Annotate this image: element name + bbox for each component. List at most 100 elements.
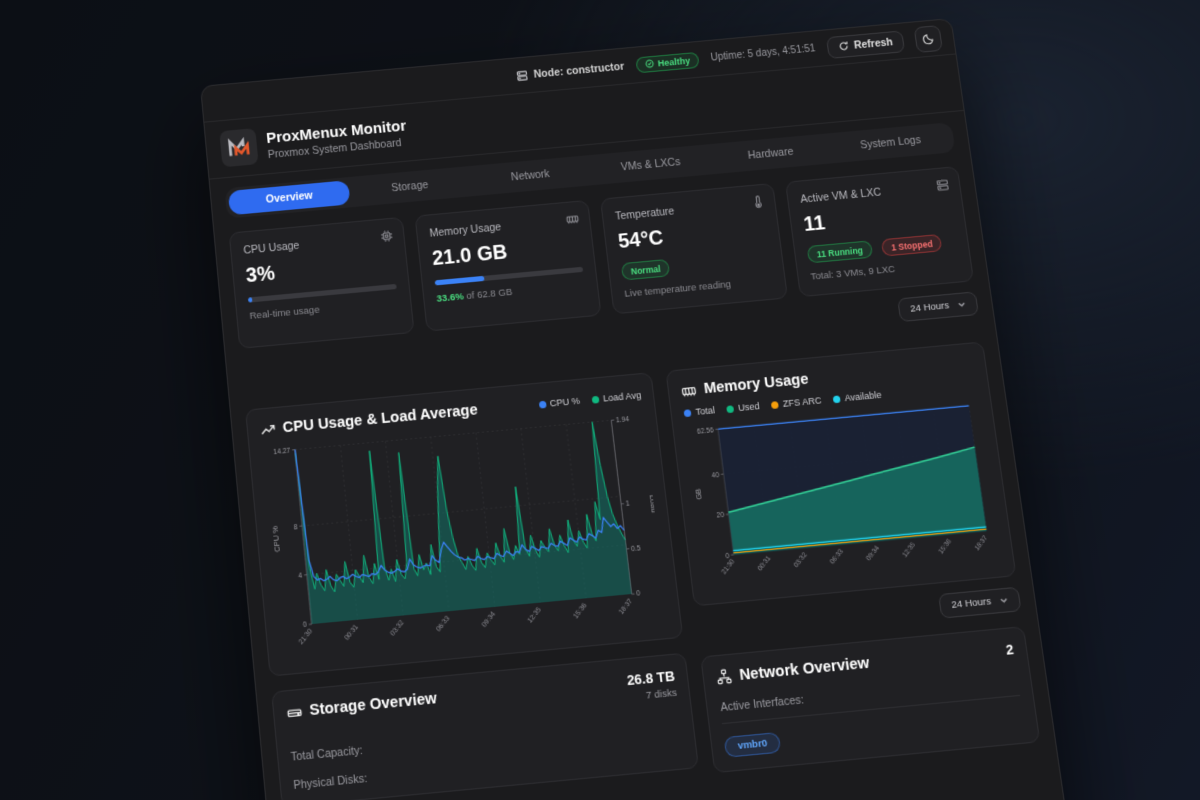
svg-text:20: 20	[717, 512, 726, 520]
health-label: Healthy	[657, 55, 691, 68]
network-interface-count: 2	[1004, 640, 1015, 658]
svg-text:06:33: 06:33	[435, 615, 452, 634]
refresh-button[interactable]: Refresh	[825, 29, 906, 59]
memory-time-range-select[interactable]: 24 Hours	[938, 586, 1022, 619]
svg-text:12:35: 12:35	[902, 541, 918, 559]
vm-card-caption: Total: 3 VMs, 9 LXC	[810, 263, 896, 283]
network-title-row: Network Overview	[716, 654, 871, 686]
tab-hardware[interactable]: Hardware	[709, 136, 832, 171]
memory-progress-fill	[434, 275, 485, 286]
server-stack-icon	[935, 178, 950, 192]
storage-disk-count: 7 disks	[645, 687, 678, 702]
tab-overview[interactable]: Overview	[227, 180, 351, 216]
storage-title-row: Storage Overview	[286, 690, 438, 721]
legend-item-available: Available	[833, 389, 882, 404]
svg-text:Load: Load	[647, 495, 658, 513]
top-status-bar: Node: constructor Healthy Uptime: 5 days…	[201, 19, 956, 123]
temperature-card-caption: Live temperature reading	[623, 278, 732, 300]
cpu-chart-legend: CPU % Load Avg	[538, 390, 642, 410]
cpu-load-chart: 21:30 00:31 03:32 06:33 09:34 12:35 15:36 18:37…	[270, 416, 659, 646]
tab-system-logs[interactable]: System Logs	[829, 125, 952, 160]
svg-text:15:36: 15:36	[938, 537, 954, 555]
vm-running-badge: 11 Running	[806, 240, 873, 264]
cpu-card-caption: Real-time usage	[249, 304, 321, 323]
memory-chart-title-row: Memory Usage	[681, 371, 810, 399]
cpu-load-chart-card: CPU Usage & Load Average CPU % Load Avg 2…	[245, 372, 684, 677]
network-icon	[716, 668, 733, 686]
legend-item-total: Total	[683, 405, 715, 418]
uptime-label: Uptime: 5 days, 4:51:51	[710, 43, 817, 64]
svg-text:00:31: 00:31	[343, 623, 360, 642]
svg-text:00:31: 00:31	[757, 554, 773, 572]
svg-text:62.56: 62.56	[697, 427, 715, 436]
right-column: Memory Usage Total Used ZFS ARC Available 2…	[665, 341, 1041, 773]
cpu-progress-fill	[247, 297, 253, 303]
svg-text:18:37: 18:37	[974, 534, 990, 552]
svg-text:0.5: 0.5	[631, 545, 642, 553]
svg-text:12:35: 12:35	[527, 606, 544, 625]
cpu-usage-card: CPU Usage 3% Real-time usage	[228, 216, 415, 349]
temperature-card: Temperature 54°C Normal Live temperature…	[599, 182, 789, 315]
svg-text:03:32: 03:32	[793, 551, 809, 569]
health-badge: Healthy	[635, 51, 700, 73]
svg-text:18:37: 18:37	[618, 597, 634, 616]
svg-text:GB: GB	[694, 488, 705, 500]
storage-overview-card: Storage Overview 26.8 TB 7 disks Total C…	[271, 652, 700, 800]
svg-text:09:34: 09:34	[481, 610, 498, 629]
network-title: Network Overview	[738, 654, 871, 684]
svg-text:0: 0	[725, 552, 730, 560]
app-logo	[219, 128, 259, 168]
svg-text:21:30: 21:30	[298, 627, 315, 646]
network-interface-badge: vmbr0	[724, 731, 782, 758]
chevron-down-icon	[999, 595, 1010, 605]
node-label: Node: constructor	[533, 60, 625, 81]
network-overview-card: Network Overview 2 Active Interfaces: vm…	[700, 625, 1041, 773]
vm-stopped-badge: 1 Stopped	[881, 233, 943, 257]
content-grid: CPU Usage & Load Average CPU % Load Avg 2…	[245, 341, 1041, 800]
chevron-down-icon	[957, 299, 967, 309]
svg-text:8: 8	[293, 523, 298, 531]
svg-text:14.27: 14.27	[273, 447, 291, 456]
proxmenux-m-icon	[225, 134, 253, 162]
dashboard-panel: Node: constructor Healthy Uptime: 5 days…	[200, 18, 1072, 800]
trending-up-icon	[260, 421, 277, 438]
memory-card-caption: 33.6% of 62.8 GB	[436, 280, 585, 305]
tab-storage[interactable]: Storage	[348, 169, 471, 204]
svg-text:15:36: 15:36	[572, 602, 589, 621]
svg-text:40: 40	[712, 472, 721, 480]
hard-drive-icon	[286, 704, 303, 722]
app-title-block: ProxMenux Monitor Proxmox System Dashboa…	[265, 117, 408, 161]
svg-text:1.94: 1.94	[616, 416, 630, 425]
storage-stats: 26.8 TB 7 disks	[626, 668, 678, 704]
left-column: CPU Usage & Load Average CPU % Load Avg 2…	[245, 372, 700, 800]
time-range-value: 24 Hours	[909, 300, 950, 315]
legend-item-cpu-: CPU %	[538, 396, 580, 410]
svg-text:4: 4	[298, 572, 303, 580]
cpu-card-value: 3%	[244, 262, 277, 288]
svg-text:03:32: 03:32	[389, 619, 406, 638]
check-circle-icon	[644, 59, 654, 69]
server-icon	[515, 69, 528, 82]
time-range-select[interactable]: 24 Hours	[897, 291, 979, 323]
memory-chart-card: Memory Usage Total Used ZFS ARC Available 2…	[665, 341, 1017, 606]
svg-text:09:34: 09:34	[865, 544, 881, 562]
svg-text:21:30: 21:30	[721, 558, 737, 576]
node-info: Node: constructor	[515, 60, 625, 82]
svg-text:06:33: 06:33	[829, 547, 845, 565]
svg-text:1: 1	[626, 500, 631, 508]
legend-item-zfs-arc: ZFS ARC	[771, 395, 822, 410]
temperature-status-badge: Normal	[620, 258, 671, 281]
tab-network[interactable]: Network	[469, 158, 592, 193]
tab-vms-lxcs[interactable]: VMs & LXCs	[589, 147, 712, 182]
theme-toggle-button[interactable]	[913, 24, 943, 53]
svg-text:0: 0	[636, 590, 641, 598]
memory-chart: 21:30 00:31 03:32 06:33 09:34 12:35 15:36 18:37…	[694, 397, 990, 576]
cpu-icon	[380, 229, 394, 243]
memory-card-value: 21.0 GB	[431, 241, 509, 271]
legend-item-used: Used	[726, 401, 760, 414]
memory-chart-title: Memory Usage	[702, 371, 810, 398]
svg-text:CPU %: CPU %	[270, 525, 282, 552]
memory-chart-icon	[681, 382, 698, 399]
memory-percent-highlight: 33.6%	[435, 291, 465, 305]
memory-time-range-value: 24 Hours	[950, 595, 992, 611]
